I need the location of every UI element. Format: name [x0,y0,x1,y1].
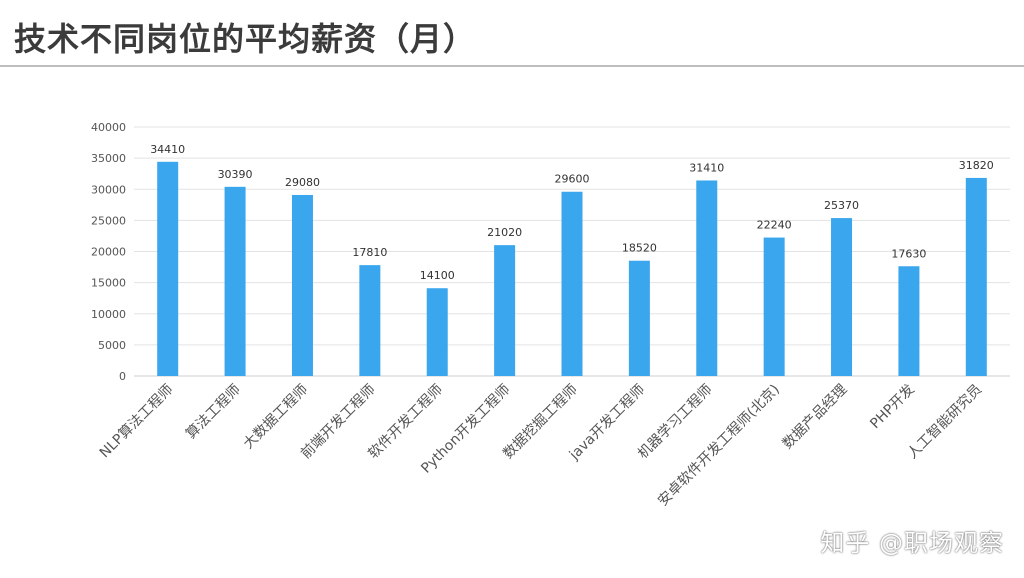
y-tick-label: 35000 [91,152,126,165]
x-tick-label: PHP开发 [867,382,918,433]
title-divider [0,65,1024,67]
y-tick-label: 30000 [91,183,126,196]
data-label: 29600 [555,173,590,186]
data-label: 30390 [218,168,253,181]
data-label: 25370 [824,199,859,212]
bar [628,260,650,376]
x-tick-label: 大数据工程师 [241,382,312,453]
data-label: 22240 [757,219,792,232]
watermark: 知乎 @职场观察 [820,529,1004,557]
data-label: 34410 [150,143,185,156]
data-label: 31820 [959,159,994,172]
bar [561,191,583,376]
data-label: 29080 [285,176,320,189]
y-tick-label: 5000 [98,339,126,352]
y-axis-ticks: 0 5000 10000 15000 20000 25000 30000 35000 40000 [91,121,126,383]
bar [696,180,718,376]
page-title: 技术不同岗位的平均薪资（月） [14,20,477,58]
y-tick-label: 10000 [91,308,126,321]
grid-lines [134,126,1010,377]
y-tick-label: 40000 [91,121,126,134]
data-label: 14100 [420,269,455,282]
data-labels: 34410 30390 29080 17810 14100 21020 29600 18520… [150,143,994,282]
x-axis-ticks: NLP算法工程师 算法工程师大数据工程师前端开发工程师软件开发工程师Python开… [97,381,985,510]
bar [291,194,313,376]
bar [157,161,179,376]
bar [224,186,246,376]
x-tick-label: 安卓软件开发工程师(北京) [655,382,783,510]
bar [426,288,448,376]
bars [157,161,987,376]
x-tick-label: 算法工程师 [183,382,244,443]
bar [494,245,516,376]
y-tick-label: 0 [119,370,126,383]
bar [763,237,785,376]
bar [965,177,987,376]
data-label: 31410 [689,161,724,174]
data-label: 17810 [352,246,387,259]
bar [359,265,381,376]
data-label: 17630 [891,247,926,260]
y-tick-label: 25000 [91,214,126,227]
bar [831,218,853,376]
y-tick-label: 15000 [91,277,126,290]
x-tick-label: 数据产品经理 [780,382,851,453]
x-tick-label: NLP算法工程师 [97,382,177,462]
bar [898,266,920,376]
y-tick-label: 20000 [91,246,126,259]
data-label: 21020 [487,226,522,239]
data-label: 18520 [622,242,657,255]
